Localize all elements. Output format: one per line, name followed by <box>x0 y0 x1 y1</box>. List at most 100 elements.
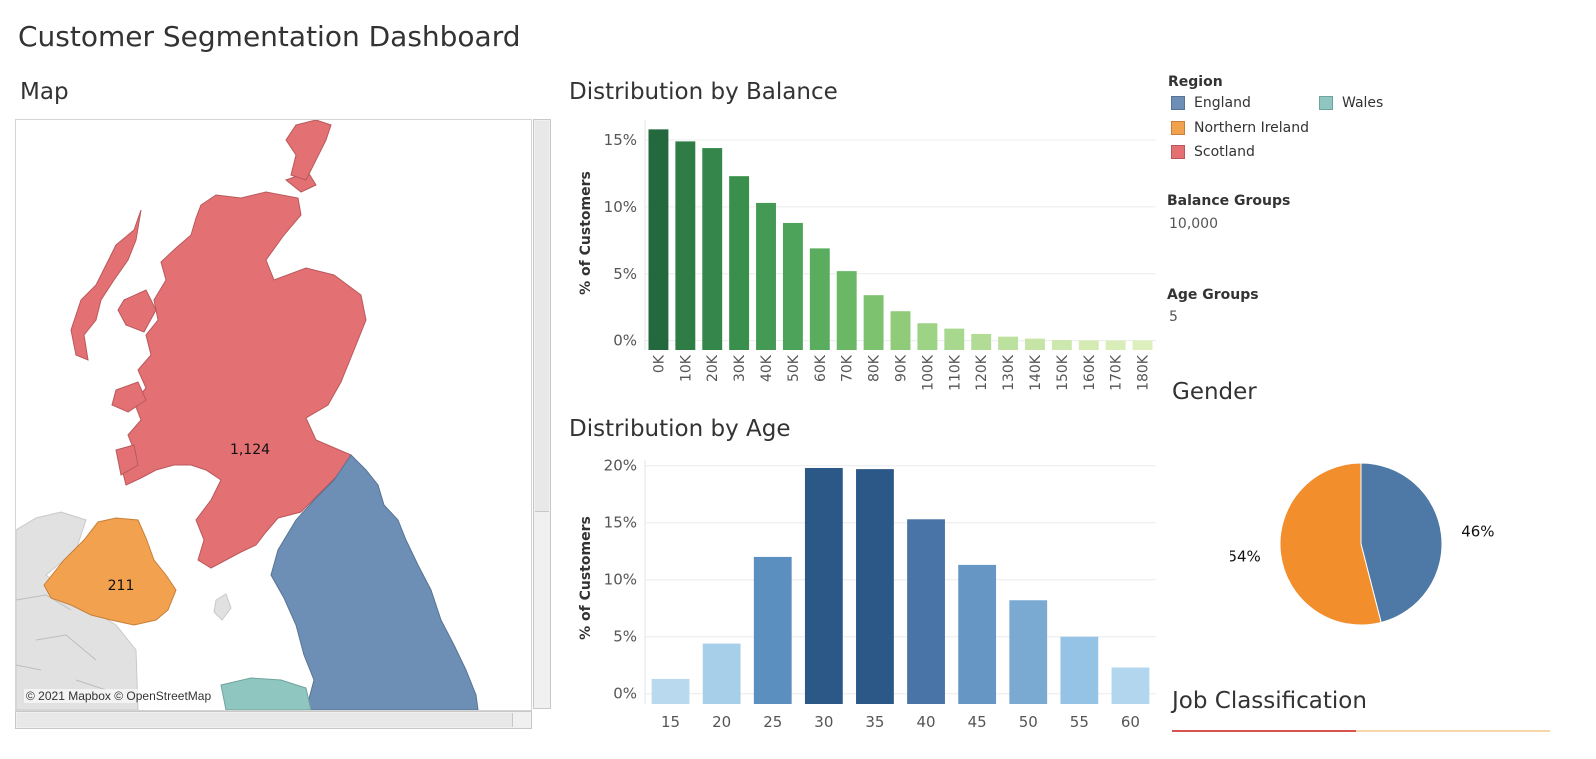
age-bar-30[interactable] <box>804 467 843 704</box>
balance-xtick-label: 150K <box>1055 354 1071 391</box>
balance-xtick-label: 50K <box>786 354 802 382</box>
mull-island <box>111 381 147 413</box>
age-bar-55[interactable] <box>1060 636 1099 704</box>
age-groups-title: Age Groups <box>1167 287 1259 303</box>
horizontal-scroll-thumb[interactable] <box>17 713 513 727</box>
balance-bar-70K[interactable] <box>836 271 857 350</box>
map-attribution[interactable]: © 2021 Mapbox © OpenStreetMap <box>24 689 214 703</box>
map-horizontal-scrollbar[interactable] <box>15 711 532 729</box>
balance-bar-150K[interactable] <box>1051 339 1072 350</box>
age-xtick-label: 40 <box>917 713 936 731</box>
age-bar-35[interactable] <box>856 469 894 704</box>
age-ylabel: % of Customers <box>578 516 594 640</box>
age-bar-15[interactable] <box>651 678 690 704</box>
northern-ireland-region <box>43 517 177 626</box>
dashboard-title: Customer Segmentation Dashboard <box>18 20 521 53</box>
job-classification-bar-2[interactable] <box>1356 730 1550 732</box>
map-title: Map <box>20 79 69 105</box>
balance-bar-180K[interactable] <box>1132 340 1153 350</box>
england-region <box>270 454 479 710</box>
balance-bar-0K[interactable] <box>648 129 669 350</box>
legend-label-northern-ireland: Northern Ireland <box>1194 120 1310 136</box>
scotland-region <box>120 191 367 569</box>
gender-slice-0[interactable] <box>1360 462 1443 624</box>
map-label-northern-ireland: 211 <box>108 578 135 594</box>
age-bar-50[interactable] <box>1009 600 1048 704</box>
balance-xtick-label: 110K <box>947 354 963 391</box>
age-bar-25[interactable] <box>753 556 792 704</box>
islay-island <box>115 444 139 476</box>
gender-pie-chart[interactable]: 46% 54% <box>1230 440 1510 650</box>
age-bar-60[interactable] <box>1111 667 1150 704</box>
legend-swatch-scotland <box>1171 145 1185 159</box>
age-xtick-label: 30 <box>814 713 833 731</box>
vertical-scroll-thumb[interactable] <box>535 121 549 512</box>
balance-bar-30K[interactable] <box>729 176 750 350</box>
balance-xtick-label: 30K <box>732 354 748 382</box>
age-xtick-label: 50 <box>1019 713 1038 731</box>
age-bar-20[interactable] <box>702 643 741 704</box>
balance-bar-80K[interactable] <box>863 295 884 350</box>
balance-bar-120K[interactable] <box>971 333 992 350</box>
balance-bar-140K[interactable] <box>1025 338 1045 350</box>
legend-item-england[interactable]: England <box>1171 95 1251 111</box>
legend-label-scotland: Scotland <box>1194 144 1255 160</box>
legend-item-scotland[interactable]: Scotland <box>1171 144 1255 160</box>
age-ytick-label: 15% <box>604 514 637 532</box>
balance-xtick-label: 20K <box>705 354 721 382</box>
legend-item-wales[interactable]: Wales <box>1319 95 1383 111</box>
balance-bar-100K[interactable] <box>917 323 938 350</box>
age-xtick-label: 35 <box>865 713 884 731</box>
balance-bar-60K[interactable] <box>809 248 830 350</box>
job-classification-bar-1[interactable] <box>1172 730 1356 732</box>
wales-region <box>220 677 312 710</box>
balance-xtick-label: 170K <box>1109 354 1125 391</box>
map-canvas[interactable]: 1,124 211 <box>16 120 531 710</box>
outer-hebrides <box>70 209 142 361</box>
legend-swatch-northern-ireland <box>1171 121 1185 135</box>
balance-bar-40K[interactable] <box>756 202 776 350</box>
map-vertical-scrollbar[interactable] <box>533 119 551 709</box>
balance-xtick-label: 130K <box>1001 354 1017 391</box>
gender-slice-1[interactable] <box>1279 462 1382 626</box>
age-ytick-label: 5% <box>613 628 637 646</box>
balance-xtick-label: 140K <box>1028 354 1044 391</box>
age-bar-45[interactable] <box>958 564 997 704</box>
shetland-islands <box>285 120 332 181</box>
job-classification-title: Job Classification <box>1172 688 1367 714</box>
legend-swatch-england <box>1171 96 1185 110</box>
balance-groups-value[interactable]: 10,000 <box>1169 216 1218 232</box>
isle-of-man-land <box>213 593 232 621</box>
balance-bar-20K[interactable] <box>702 148 723 350</box>
age-chart-title: Distribution by Age <box>569 416 791 442</box>
balance-xtick-label: 10K <box>678 354 694 382</box>
age-xtick-label: 25 <box>763 713 782 731</box>
age-ytick-label: 10% <box>604 571 637 589</box>
map-label-scotland: 1,124 <box>230 442 270 458</box>
balance-bar-170K[interactable] <box>1105 340 1126 350</box>
age-xtick-label: 15 <box>661 713 680 731</box>
balance-bar-50K[interactable] <box>782 222 803 350</box>
age-groups-value[interactable]: 5 <box>1169 309 1178 325</box>
balance-bar-160K[interactable] <box>1078 340 1099 350</box>
balance-bar-110K[interactable] <box>944 328 965 350</box>
balance-chart[interactable]: % of Customers 0% 5% 10% 15% 0K 10K 20K 30K 40K 5… <box>570 115 1165 405</box>
gender-slice-label: 46% <box>1461 522 1494 540</box>
age-ytick-label: 0% <box>613 685 637 703</box>
balance-xtick-label: 180K <box>1136 354 1152 391</box>
balance-ylabel: % of Customers <box>578 171 594 295</box>
balance-xtick-label: 100K <box>920 354 936 391</box>
balance-xtick-label: 60K <box>813 354 829 382</box>
balance-groups-title: Balance Groups <box>1167 193 1291 209</box>
balance-ytick-label: 10% <box>604 198 637 216</box>
region-map[interactable]: 1,124 211 <box>15 119 532 711</box>
balance-bar-130K[interactable] <box>998 336 1019 350</box>
balance-bar-10K[interactable] <box>675 141 696 350</box>
age-bar-40[interactable] <box>907 519 945 704</box>
balance-bar-90K[interactable] <box>890 311 911 350</box>
legend-item-northern-ireland[interactable]: Northern Ireland <box>1171 120 1309 136</box>
age-chart[interactable]: % of Customers 0% 5% 10% 15% 20% 15 20 25 30 35 40… <box>570 455 1165 745</box>
age-xtick-label: 55 <box>1070 713 1089 731</box>
gender-slice-label: 54% <box>1230 548 1261 566</box>
balance-xtick-label: 90K <box>894 354 910 382</box>
